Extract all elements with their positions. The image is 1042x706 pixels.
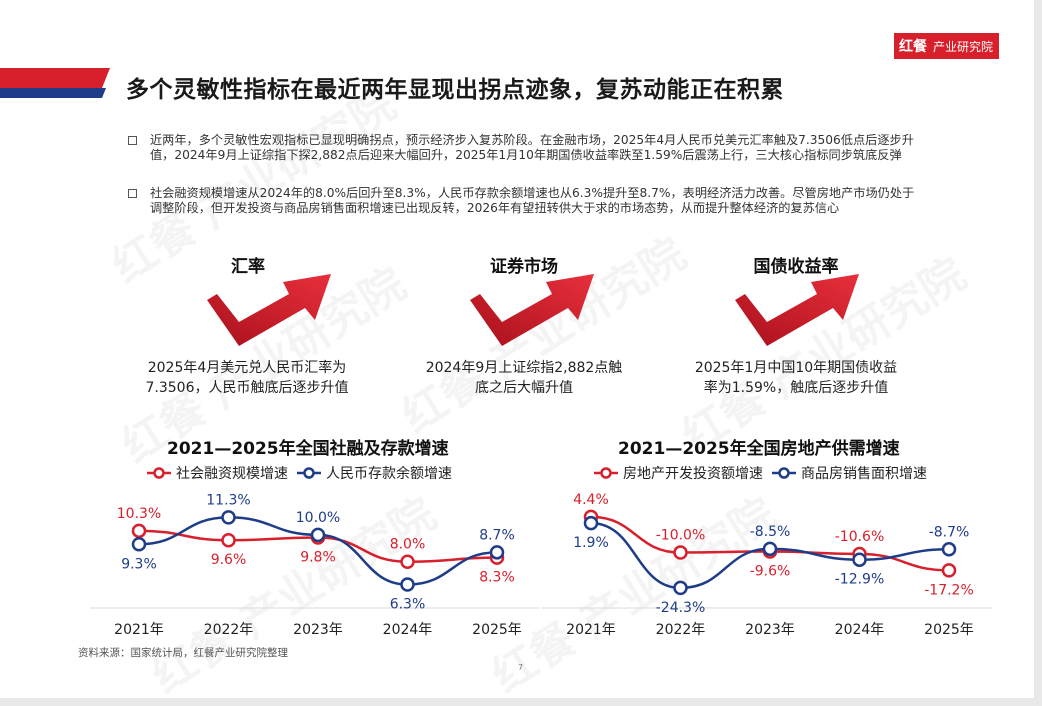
data-label: 6.3% — [390, 597, 426, 613]
page-title: 多个灵敏性指标在最近两年显现出拐点迹象，复苏动能正在积累 — [126, 77, 784, 103]
indicator-desc-line: 2025年1月中国10年期国债收益 — [694, 360, 898, 376]
data-label: 8.7% — [479, 527, 515, 543]
data-label: 9.3% — [121, 556, 157, 572]
bullet-square-icon — [128, 136, 137, 145]
indicator-desc-line: 2025年4月美元兑人民币汇率为 — [147, 360, 347, 376]
legend-navy-marker-icon — [297, 467, 321, 479]
legend-label: 商品房销售面积增速 — [801, 466, 927, 482]
indicator-desc-line: 率为1.59%，触底后逐步升值 — [703, 380, 889, 396]
bullet-text: 社会融资规模增速从2024年的8.0%后回升至8.3%，人民币存款余额增速也从6… — [150, 186, 915, 215]
data-point — [941, 563, 957, 578]
indicator-desc-line: 7.3506，人民币触底后逐步升值 — [145, 380, 349, 396]
chart-legend: 社会融资规模增速 人民币存款余额增速 — [146, 463, 452, 483]
indicator-desc-line: 2024年9月上证综指2,882点触 — [425, 360, 623, 376]
chart-real-estate: 2021年 2022年 2023年 2024年 2025年 4.4% -10.0% -9.6%… — [542, 492, 992, 638]
legend-entry: 房地产开发投资额增速 — [593, 463, 763, 483]
x-tick-label: 2024年 — [383, 622, 433, 638]
data-point — [941, 542, 957, 557]
data-label: -17.2% — [924, 582, 974, 598]
indicator-description: 2024年9月上证综指2,882点触 底之后大幅升值 — [409, 358, 639, 398]
bullet-text: 近两年，多个灵敏性宏观指标已显现明确拐点，预示经济步入复苏阶段。在金融市场，20… — [150, 133, 914, 162]
data-point — [673, 580, 688, 596]
data-point — [310, 527, 326, 543]
logo-mark: 红餐 — [895, 34, 931, 58]
legend-navy-marker-icon — [772, 467, 796, 479]
bullet-square-icon — [128, 189, 137, 198]
x-tick-label: 2022年 — [204, 622, 254, 638]
chart-title: 2021—2025年全国社融及存款增速 — [167, 439, 449, 459]
logo-name: 产业研究院 — [931, 34, 999, 58]
x-tick-label: 2022年 — [656, 622, 706, 638]
data-label: 8.3% — [479, 570, 515, 586]
legend-label: 房地产开发投资额增速 — [623, 466, 763, 482]
series-line-1 — [590, 521, 950, 590]
x-tick-label: 2021年 — [566, 622, 616, 638]
chart-legend: 房地产开发投资额增速 商品房销售面积增速 — [593, 463, 927, 483]
trend-up-arrow-icon — [207, 274, 331, 346]
data-label: -8.5% — [750, 524, 791, 540]
brand-logo: 红餐 产业研究院 — [894, 33, 1000, 59]
trend-up-arrow-icon — [735, 274, 859, 346]
page-number: 7 — [518, 663, 524, 672]
data-label: 10.3% — [117, 506, 161, 522]
data-label: 9.6% — [211, 552, 247, 568]
data-label: -8.7% — [929, 524, 970, 540]
x-tick-label: 2023年 — [293, 622, 343, 638]
data-point — [221, 510, 236, 525]
data-point — [489, 545, 505, 560]
data-point — [131, 523, 147, 539]
x-tick-label: 2025年 — [472, 622, 522, 638]
legend-red-marker-icon — [594, 467, 618, 479]
source-note: 资料来源：国家统计局，红餐产业研究院整理 — [78, 647, 288, 659]
legend-label: 人民币存款余额增速 — [326, 466, 452, 482]
indicator-desc-line: 底之后大幅升值 — [475, 380, 573, 396]
data-label: 9.8% — [300, 550, 336, 566]
data-point — [131, 537, 147, 552]
data-point — [221, 532, 236, 548]
x-tick-label: 2021年 — [114, 622, 164, 638]
indicator-description: 2025年4月美元兑人民币汇率为 7.3506，人民币触底后逐步升值 — [132, 358, 362, 398]
title-accent-bar — [0, 68, 110, 98]
indicator-heading: 证券市场 — [490, 257, 558, 277]
data-label: 10.0% — [296, 510, 340, 526]
legend-entry: 人民币存款余额增速 — [296, 463, 452, 483]
x-tick-label: 2024年 — [835, 622, 885, 638]
indicator-description: 2025年1月中国10年期国债收益 率为1.59%，触底后逐步升值 — [681, 358, 911, 398]
chart-title: 2021—2025年全国房地产供需增速 — [618, 439, 900, 459]
trend-up-arrow-icon — [470, 274, 594, 346]
data-label: 4.4% — [573, 492, 609, 508]
data-point — [400, 577, 415, 592]
legend-red-marker-icon — [147, 467, 171, 479]
legend-entry: 社会融资规模增速 — [146, 463, 288, 483]
indicator-heading: 汇率 — [231, 257, 265, 277]
data-point — [673, 545, 688, 560]
chart-social-financing: 2021年 2022年 2023年 2024年 2025年 10.3% 9.6% 9.8% 8.… — [90, 492, 540, 638]
data-label: -9.6% — [750, 564, 791, 580]
legend-label: 社会融资规模增速 — [176, 466, 288, 482]
legend-entry: 商品房销售面积增速 — [771, 463, 927, 483]
data-label: 11.3% — [206, 492, 250, 508]
data-label: -10.6% — [835, 529, 885, 545]
data-label: 1.9% — [573, 535, 609, 551]
x-tick-label: 2025年 — [924, 622, 974, 638]
data-label: -24.3% — [656, 600, 706, 616]
data-point — [583, 515, 599, 531]
data-label: -10.0% — [656, 528, 706, 544]
x-tick-label: 2023年 — [745, 622, 795, 638]
data-label: -12.9% — [835, 572, 885, 588]
data-point — [762, 541, 778, 557]
indicator-heading: 国债收益率 — [753, 257, 839, 277]
data-point — [400, 554, 415, 569]
data-label: 8.0% — [390, 537, 426, 553]
data-point — [852, 552, 867, 567]
